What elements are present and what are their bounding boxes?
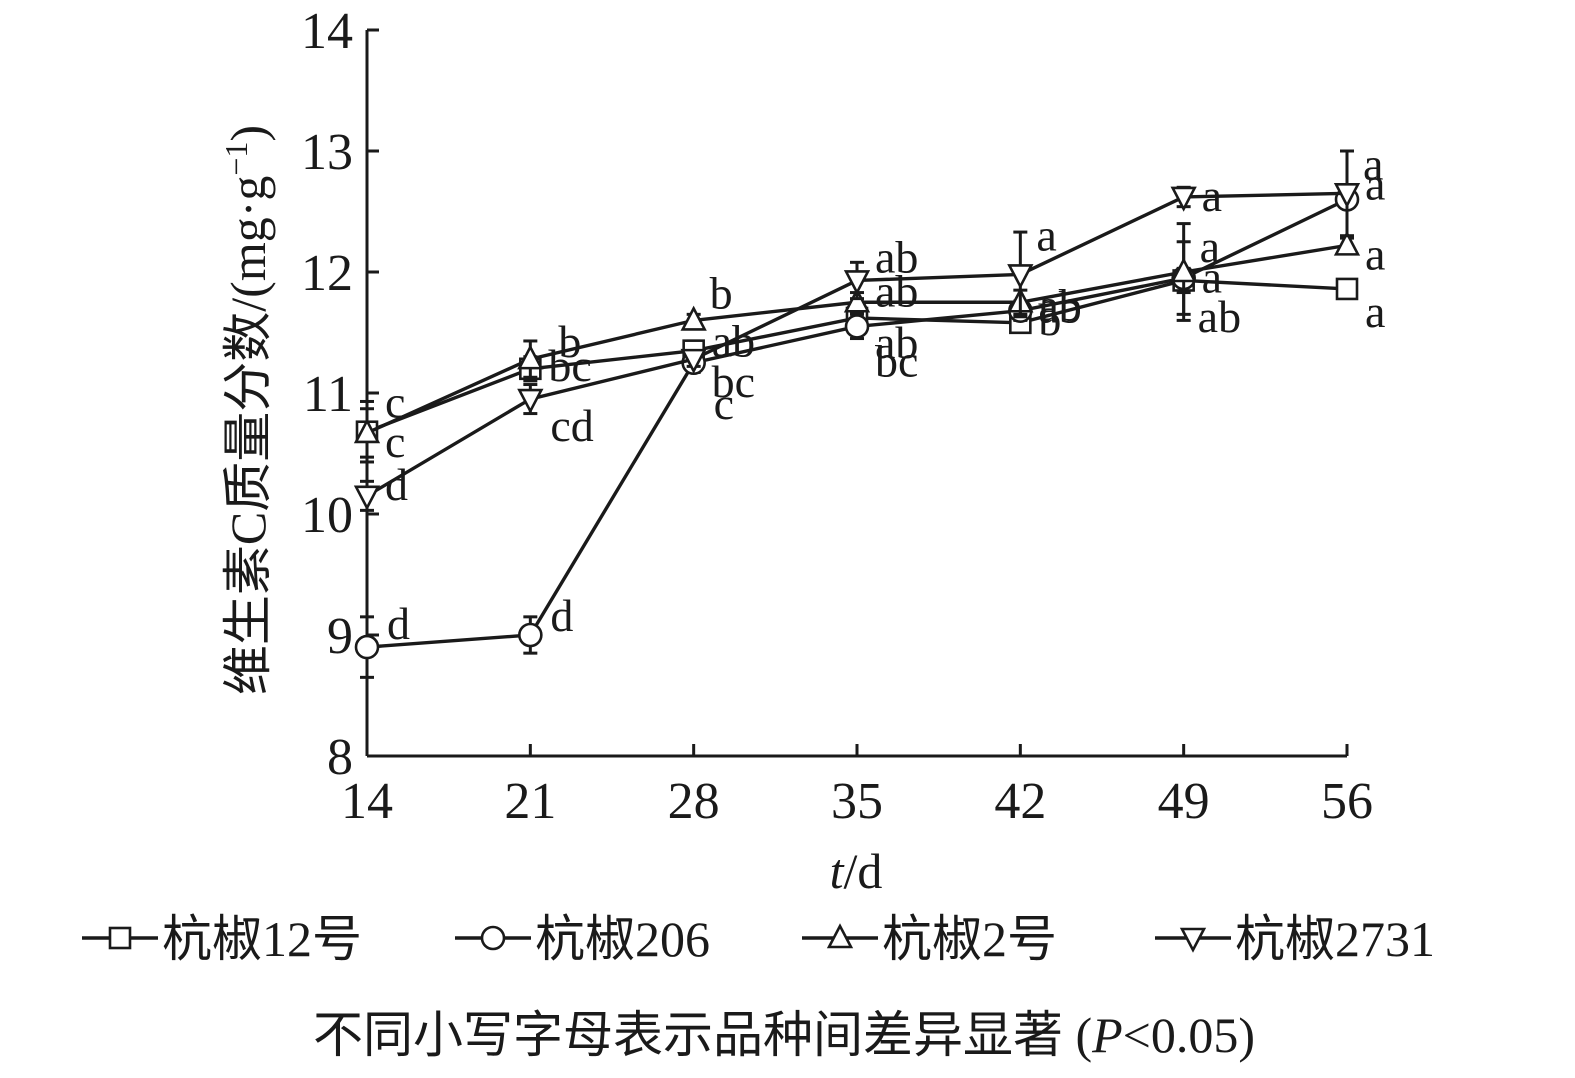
sig-label-3-4: ab — [1038, 279, 1081, 330]
sig-label-2-6: a — [1365, 158, 1385, 209]
sig-label-1-4: b — [1038, 294, 1061, 345]
data-point-3-6 — [1333, 230, 1361, 256]
legend-marker-3 — [826, 923, 854, 949]
y-tick-label-14: 14 — [301, 3, 353, 60]
data-point-4-1 — [517, 388, 544, 414]
sig-label-4-2: bc — [712, 356, 755, 407]
sig-label-3-3: ab — [875, 265, 918, 316]
data-point-3-2 — [680, 305, 707, 331]
axes — [365, 30, 1347, 758]
sig-label-2-3: bc — [875, 335, 918, 386]
ticks: 8 9 10 11 12 13 14 14 21 28 35 42 49 56 — [301, 3, 1373, 830]
data-point-1-6 — [1335, 277, 1359, 301]
sig-label-3-6: a — [1365, 228, 1385, 279]
y-tick-label-11: 11 — [303, 366, 353, 423]
legend-item-4: 杭椒2731 — [1155, 911, 1435, 967]
sig-label-1-1: bc — [548, 340, 591, 391]
sig-label-1-3: ab — [875, 317, 918, 368]
data-point-4-5 — [1170, 186, 1197, 212]
footnote-rest: <0.05) — [1123, 1007, 1255, 1063]
y-tick-label-10: 10 — [301, 487, 353, 544]
y-tick-label-12: 12 — [301, 245, 353, 302]
footnote-var: P — [1091, 1007, 1123, 1063]
sig-label-4-0: d — [385, 459, 408, 510]
y-axis-title-close: ) — [220, 125, 276, 142]
series-layer — [353, 149, 1361, 679]
data-point-4-2 — [680, 348, 707, 374]
x-axis-unit: /d — [844, 843, 883, 899]
data-point-3-1 — [517, 344, 544, 370]
data-point-4-3 — [843, 270, 871, 296]
sig-label-4-4: a — [1036, 209, 1056, 260]
x-tick-label-14: 14 — [341, 773, 393, 830]
sig-label-3-1: b — [558, 316, 581, 367]
legend-item-2: 杭椒206 — [455, 911, 710, 967]
data-point-2-1 — [518, 622, 543, 648]
sig-label-4-5: a — [1202, 170, 1222, 221]
y-tick-label-9: 9 — [327, 608, 353, 665]
sig-label-1-6: a — [1365, 286, 1385, 337]
legend: 杭椒12号 杭椒206 杭椒2号 杭椒2731 — [82, 911, 1435, 967]
x-tick-label-49: 49 — [1158, 773, 1210, 830]
y-axis-title: 维生素C质量分数/(mg·g−1) — [218, 125, 276, 695]
data-point-3-5 — [1170, 257, 1197, 283]
y-tick-label-8: 8 — [327, 729, 353, 786]
legend-label-3: 杭椒2号 — [882, 911, 1057, 967]
sig-label-2-0: d — [387, 598, 410, 649]
data-point-4-4 — [1007, 264, 1034, 290]
y-axis-title-main: 维生素C质量分数/(mg·g — [220, 176, 276, 695]
sig-label-3-0: c — [385, 416, 405, 467]
x-tick-label-28: 28 — [668, 773, 720, 830]
sig-label-2-4: ab — [1038, 282, 1081, 333]
legend-marker-2 — [480, 925, 506, 951]
x-tick-label-42: 42 — [994, 773, 1046, 830]
x-tick-label-56: 56 — [1321, 773, 1373, 830]
x-tick-label-21: 21 — [504, 773, 556, 830]
sig-label-4-3: ab — [875, 231, 918, 282]
x-axis-title: t/d — [830, 843, 883, 899]
sig-label-3-5: a — [1200, 221, 1220, 272]
legend-item-1: 杭椒12号 — [82, 911, 362, 967]
sig-label-4-6: a — [1363, 138, 1383, 189]
legend-label-2: 杭椒206 — [535, 911, 710, 967]
data-point-2-0 — [354, 634, 380, 660]
sig-label-4-1: cd — [550, 400, 593, 451]
sig-label-3-2: b — [710, 267, 733, 318]
data-point-2-3 — [844, 314, 870, 339]
legend-item-3: 杭椒2号 — [802, 911, 1057, 967]
legend-label-4: 杭椒2731 — [1235, 911, 1435, 967]
sig-label-2-5: ab — [1198, 291, 1241, 342]
data-point-3-3 — [843, 287, 871, 313]
sig-label-2-2: c — [714, 378, 734, 429]
series-4 — [353, 149, 1361, 512]
y-axis-title-sup: −1 — [218, 142, 254, 176]
data-point-4-0 — [353, 485, 381, 511]
data-point-4-6 — [1333, 183, 1361, 209]
x-tick-label-35: 35 — [831, 773, 883, 830]
sig-label-1-2: ab — [712, 316, 755, 367]
footnote: 不同小写字母表示品种间差异显著 (P<0.05) — [313, 1007, 1255, 1063]
sig-label-1-0: c — [385, 377, 405, 428]
legend-label-1: 杭椒12号 — [162, 911, 362, 967]
legend-marker-1 — [108, 926, 132, 950]
legend-marker-4 — [1179, 927, 1207, 953]
data-point-3-0 — [353, 418, 381, 444]
footnote-text: 不同小写字母表示品种间差异显著 ( — [313, 1007, 1092, 1063]
sig-label-1-5: a — [1202, 251, 1222, 302]
y-tick-label-13: 13 — [301, 124, 353, 181]
x-axis-var: t — [830, 843, 845, 899]
sig-label-2-1: d — [550, 590, 573, 641]
